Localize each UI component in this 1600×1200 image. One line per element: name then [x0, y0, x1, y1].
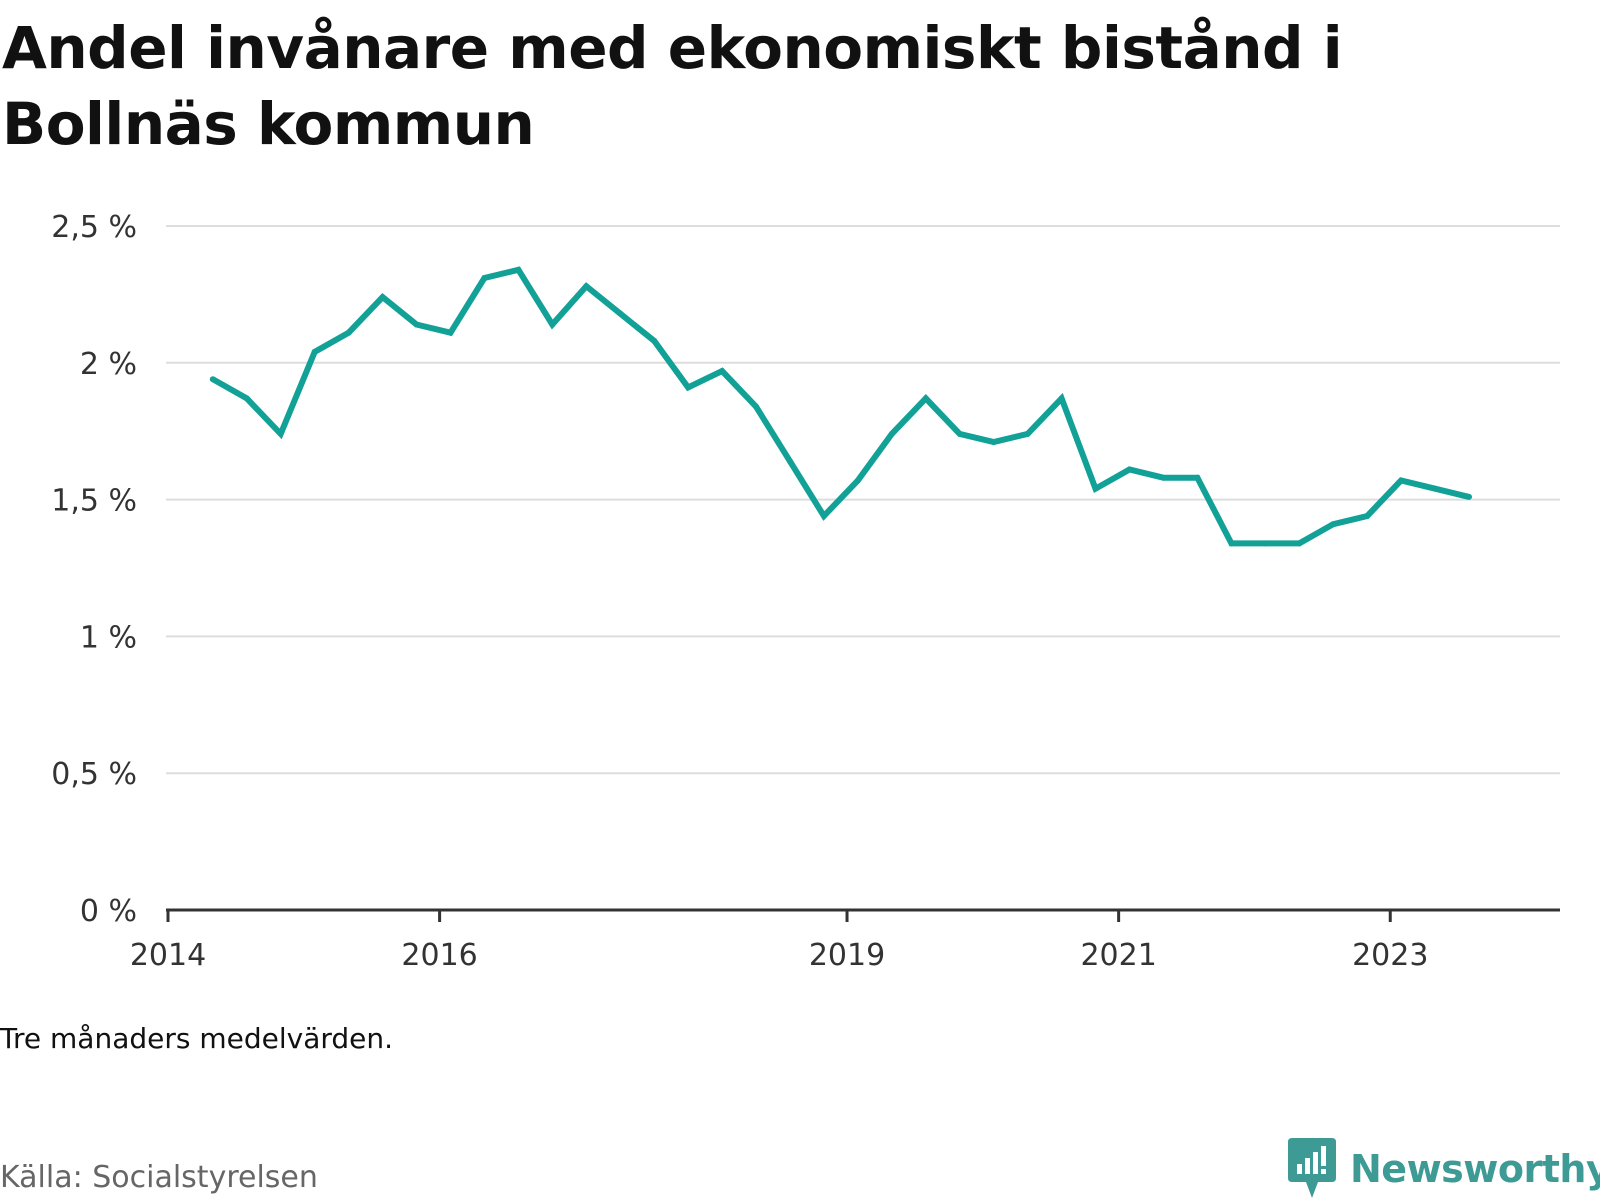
data-point-32: [1296, 540, 1303, 547]
chart-note: Tre månaders medelvärden.: [0, 1022, 394, 1055]
line-chart: 0 % 0,5 % 1 % 1,5 % 2 % 2,5 % 2014 2016 2019 202…: [51, 210, 1560, 973]
data-point-2: [277, 430, 284, 437]
data-point-34: [1364, 513, 1371, 520]
y-tick-label: 1 %: [80, 620, 137, 655]
data-point-23: [990, 439, 997, 446]
data-point-37: [1466, 493, 1473, 500]
data-point-19: [854, 477, 861, 484]
data-point-1: [243, 395, 250, 402]
data-point-29: [1194, 474, 1201, 481]
data-point-25: [1058, 395, 1065, 402]
newsworthy-logo[interactable]: Newsworthy: [1288, 1138, 1600, 1200]
data-point-9: [515, 266, 522, 273]
data-point-15: [719, 368, 726, 375]
bar-chart-logo-icon: [1288, 1138, 1336, 1198]
data-point-6: [413, 321, 420, 328]
y-tick-label: 1,5 %: [51, 484, 137, 519]
data-point-27: [1126, 466, 1133, 473]
series-line-0: [211, 266, 1470, 547]
data-point-18: [820, 513, 827, 520]
y-tick-label: 0 %: [80, 894, 137, 929]
data-point-8: [481, 274, 488, 281]
data-point-35: [1398, 477, 1405, 484]
data-point-36: [1432, 485, 1439, 492]
series-layer: [209, 266, 1473, 547]
data-point-24: [1024, 430, 1031, 437]
data-point-28: [1160, 474, 1167, 481]
data-point-7: [447, 329, 454, 336]
data-point-20: [888, 430, 895, 437]
data-point-0: [209, 376, 216, 383]
data-point-33: [1330, 521, 1337, 528]
data-point-21: [922, 395, 929, 402]
data-point-30: [1228, 540, 1235, 547]
source-credit: Källa: Socialstyrelsen: [0, 1160, 318, 1195]
x-tick-label: 2021: [1080, 938, 1156, 973]
data-point-5: [379, 294, 386, 301]
x-tick-label: 2014: [130, 938, 206, 973]
data-point-16: [753, 403, 760, 410]
data-point-13: [651, 337, 658, 344]
x-tick-label: 2019: [809, 938, 885, 973]
y-tick-label: 2,5 %: [51, 210, 137, 245]
data-point-10: [549, 321, 556, 328]
y-tick-label: 0,5 %: [51, 757, 137, 792]
brand-name: Newsworthy: [1350, 1147, 1600, 1191]
data-point-4: [345, 329, 352, 336]
x-tick-label: 2023: [1352, 938, 1428, 973]
data-point-22: [956, 430, 963, 437]
x-axis: 2014 2016 2019 2021 2023: [130, 908, 1560, 973]
data-point-31: [1262, 540, 1269, 547]
data-point-11: [583, 283, 590, 290]
x-tick-label: 2016: [401, 938, 477, 973]
data-point-12: [617, 310, 624, 317]
gridlines: [166, 225, 1560, 775]
data-point-17: [786, 458, 793, 465]
y-tick-label: 2 %: [80, 347, 137, 382]
data-point-14: [685, 384, 692, 391]
data-point-26: [1092, 485, 1099, 492]
data-point-3: [311, 348, 318, 355]
y-axis-tick-labels: 0 % 0,5 % 1 % 1,5 % 2 % 2,5 %: [51, 210, 137, 929]
chart-title: Andel invånare med ekonomiskt bistånd i …: [2, 14, 1343, 158]
